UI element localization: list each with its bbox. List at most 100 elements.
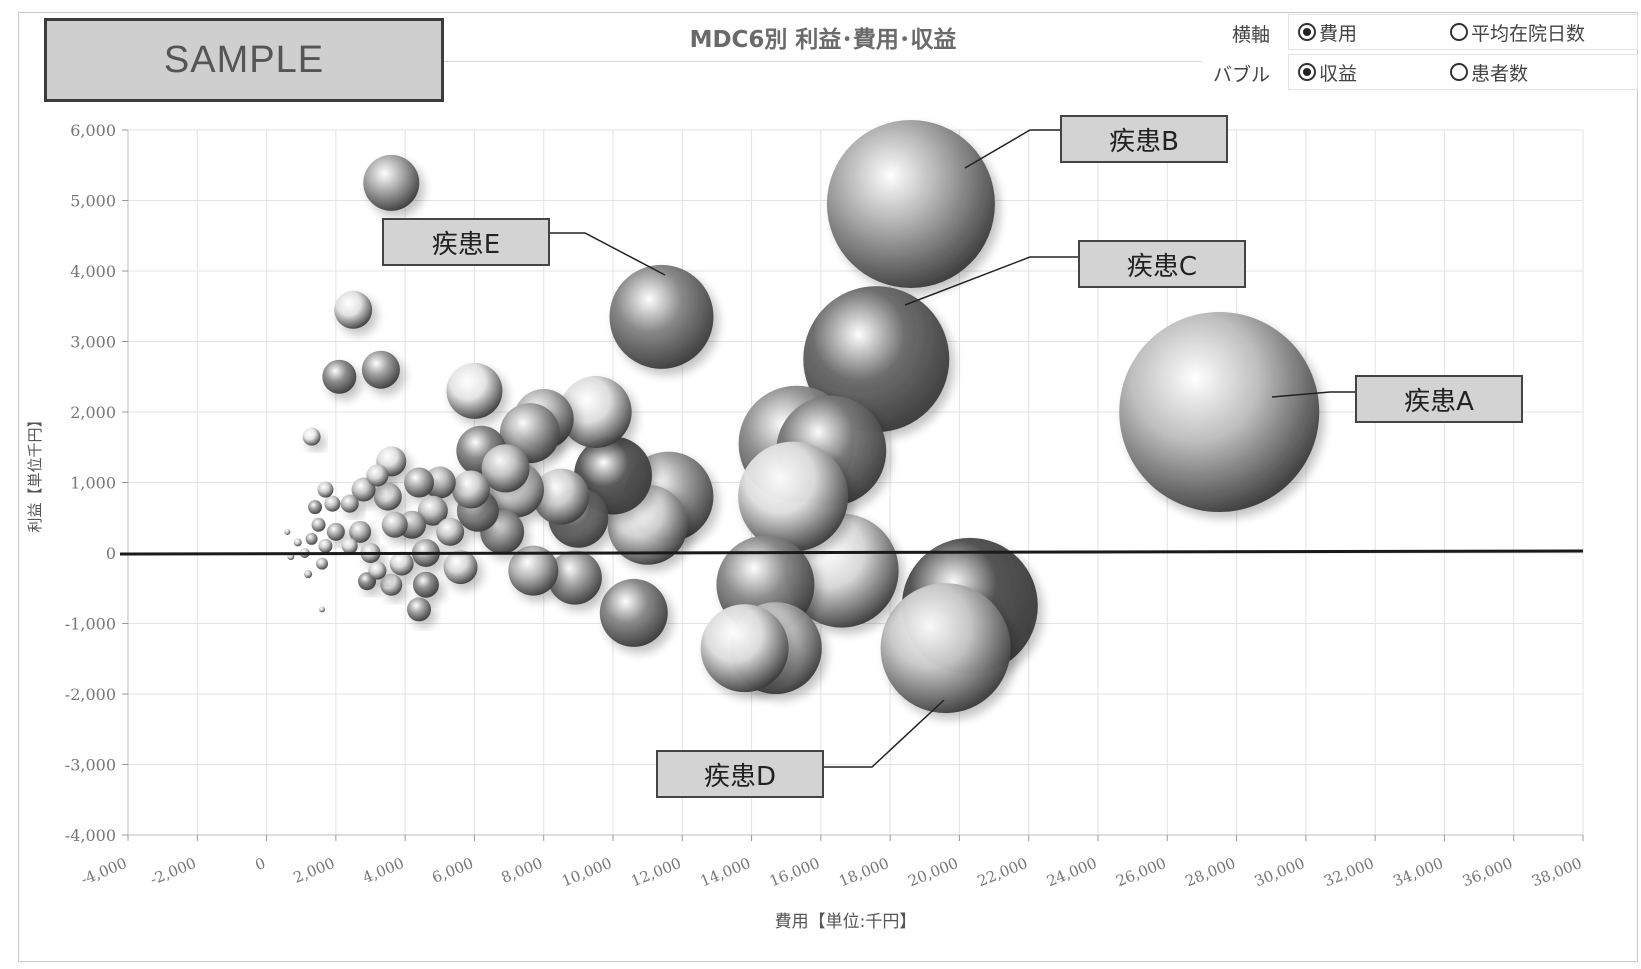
radio-unselected-icon[interactable] <box>1450 63 1468 81</box>
x-axis-option-avg-stay-label: 平均在院日数 <box>1471 22 1586 45</box>
bubble-point <box>349 520 372 543</box>
option-row1-frame <box>1288 14 1638 50</box>
bubble-point <box>363 154 420 211</box>
bubble-point <box>381 511 408 538</box>
bubble-point <box>417 495 448 526</box>
y-axis-title: 利益【単位千円】 <box>26 412 44 532</box>
bubble-point <box>481 444 530 493</box>
callout-leader-line <box>964 129 1060 169</box>
bubble-point <box>559 376 632 448</box>
x-tick-label: 16,000 <box>767 854 822 890</box>
x-axis-option-cost[interactable]: 費用 <box>1298 15 1357 49</box>
x-tick-label: 32,000 <box>1321 854 1376 890</box>
bubble-point <box>305 532 318 545</box>
x-tick-label: 26,000 <box>1113 854 1168 890</box>
bubble-point <box>1119 312 1320 512</box>
bubble-point <box>318 538 333 553</box>
x-tick-label: 10,000 <box>559 854 614 890</box>
bubble-point <box>366 464 389 487</box>
y-tick-label: 2,000 <box>70 403 116 422</box>
y-tick-label: 3,000 <box>70 333 116 352</box>
bubble-point <box>311 517 326 532</box>
bubble-point <box>738 441 849 552</box>
x-axis-option-cost-label: 費用 <box>1319 22 1358 45</box>
x-tick-label: 28,000 <box>1183 854 1238 890</box>
bubble-point <box>508 545 559 596</box>
bubble-point <box>423 466 456 499</box>
sample-watermark: SAMPLE <box>44 18 444 102</box>
y-tick-label: 4,000 <box>70 262 116 281</box>
x-axis-option-avg-stay[interactable]: 平均在院日数 <box>1450 15 1585 49</box>
option-row-bubble: バブル <box>1212 54 1638 92</box>
bubble-point <box>326 522 345 541</box>
y-tick-label: -3,000 <box>65 756 116 775</box>
option-panel: 横軸 費用 平均在院日数 バブル 収益 患者数 <box>1212 10 1638 94</box>
y-tick-label: -1,000 <box>65 615 116 634</box>
bubble-point <box>308 500 323 515</box>
x-axis-option-label: 横軸 <box>1231 23 1270 46</box>
x-tick-label: 30,000 <box>1252 854 1307 890</box>
x-tick-label: 4,000 <box>360 854 407 887</box>
bubble-point <box>324 495 341 512</box>
bubble-point <box>304 570 313 579</box>
bubble-point <box>826 120 995 289</box>
x-tick-label: 38,000 <box>1529 854 1584 890</box>
bubble-point <box>803 286 950 433</box>
bubble-point <box>436 517 465 546</box>
bubble-option-revenue-label: 収益 <box>1319 62 1358 85</box>
bubble-point <box>412 571 439 598</box>
callout-leader-line <box>550 232 666 276</box>
y-tick-label: 6,000 <box>70 121 116 140</box>
bubble-point <box>341 537 358 554</box>
bubble-point <box>317 481 334 498</box>
zero-line <box>119 549 1584 556</box>
y-tick-label: -2,000 <box>65 685 116 704</box>
bubble-option-patients-label: 患者数 <box>1471 62 1529 85</box>
bubble-point <box>334 290 373 329</box>
x-tick-label: 12,000 <box>628 854 683 890</box>
callout-label: 疾患B <box>1060 115 1228 163</box>
bubble-point <box>404 467 434 498</box>
x-tick-label: 34,000 <box>1391 854 1446 890</box>
bubble-option-label: バブル <box>1212 63 1270 86</box>
callout-leader-line <box>1271 391 1355 398</box>
y-tick-label: 1,000 <box>70 474 116 493</box>
bubble-point <box>700 604 789 693</box>
option-row2-frame <box>1288 54 1638 90</box>
x-tick-label: 8,000 <box>499 854 546 887</box>
chart-title: MDC6別 利益･費用･収益 <box>689 27 957 53</box>
bubble-point <box>373 482 402 511</box>
bubble-point <box>284 528 291 535</box>
bubble-point <box>443 550 478 585</box>
bubble-point <box>351 477 376 502</box>
callout-leader-line <box>904 256 1078 306</box>
x-tick-label: 22,000 <box>975 854 1030 890</box>
bubble-option-patients[interactable]: 患者数 <box>1450 55 1528 89</box>
bubble-point <box>407 597 431 622</box>
bubble-point <box>451 470 490 509</box>
x-tick-label: 6,000 <box>429 854 476 887</box>
y-tick-label: 5,000 <box>70 192 116 211</box>
bubble-point <box>361 350 400 389</box>
x-tick-label: 0 <box>252 854 268 874</box>
x-tick-label: 2,000 <box>291 854 338 887</box>
callout-label: 疾患A <box>1355 375 1523 423</box>
x-axis-title: 費用【単位:千円】 <box>775 912 917 932</box>
bubble-point <box>293 538 302 547</box>
x-tick-label: -4,000 <box>78 854 129 889</box>
x-tick-label: 18,000 <box>836 854 891 890</box>
bubble-point <box>389 551 414 576</box>
radio-unselected-icon[interactable] <box>1450 23 1468 41</box>
y-tick-label: 0 <box>106 544 116 563</box>
bubble-point <box>319 606 325 613</box>
bubble-option-revenue[interactable]: 収益 <box>1298 55 1357 89</box>
radio-selected-icon[interactable] <box>1298 23 1316 41</box>
bubble-point <box>599 578 668 647</box>
bubble-point <box>547 550 602 605</box>
title-underline <box>444 18 1202 62</box>
x-tick-label: -2,000 <box>148 854 199 889</box>
bubble-point <box>340 494 359 513</box>
bubble-point <box>322 359 357 394</box>
radio-selected-icon[interactable] <box>1298 63 1316 81</box>
